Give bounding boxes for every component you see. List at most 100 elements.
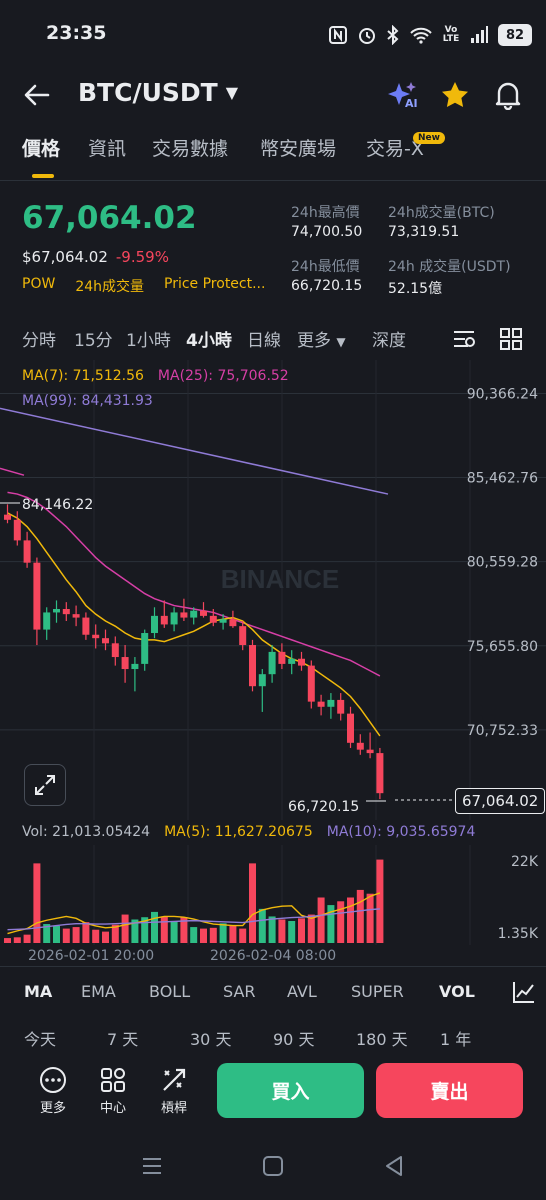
pair-name: BTC/USDT [78, 78, 218, 107]
tab-price[interactable]: 價格 [22, 138, 61, 160]
tag-24h-volume[interactable]: 24h成交量 [75, 279, 144, 295]
high-mark-label: 84,146.22 [22, 497, 93, 513]
tag-pow[interactable]: POW [22, 276, 56, 292]
nav-back-icon[interactable] [382, 1154, 406, 1178]
center-button[interactable]: 中心 [88, 1066, 138, 1116]
low-label: 24h最低價 [291, 259, 360, 275]
volume-bar [298, 918, 305, 943]
range-90d[interactable]: 90 天 [273, 1030, 315, 1049]
candle [307, 660, 315, 709]
center-grid-icon [101, 1068, 125, 1092]
low-mark-label: 66,720.15 [288, 799, 359, 815]
range-today[interactable]: 今天 [24, 1030, 57, 1049]
indicator-boll[interactable]: BOLL [149, 982, 191, 1001]
range-7d[interactable]: 7 天 [107, 1030, 139, 1049]
chart-tools-icon[interactable] [512, 980, 536, 1004]
indicator-vol[interactable]: VOL [439, 982, 475, 1001]
volume-bar [160, 916, 168, 943]
leverage-icon [163, 1068, 186, 1091]
volume-bar [102, 931, 109, 943]
volume-bar [278, 919, 286, 943]
date-tick-1: 2026-02-01 20:00 [28, 948, 155, 964]
candle [258, 669, 266, 712]
tab-trading-data[interactable]: 交易數據 [152, 138, 229, 160]
low-value: 66,720.15 [291, 278, 363, 294]
candle [141, 629, 149, 671]
nfc-icon [329, 26, 347, 44]
pair-selector[interactable]: BTC/USDT ▼ [78, 78, 238, 107]
volume-bar [347, 897, 354, 943]
date-axis: 2026-02-01 20:00 2026-02-04 08:00 [0, 946, 546, 966]
caret-down-icon: ▼ [336, 335, 346, 349]
interval-more[interactable]: 更多 ▼ [297, 326, 346, 351]
indicator-ema[interactable]: EMA [81, 982, 116, 1001]
tag-price-protect[interactable]: Price Protect... [164, 276, 266, 292]
candle [347, 706, 354, 748]
volume-bar [239, 928, 247, 943]
candle [43, 607, 51, 640]
back-arrow-icon[interactable] [22, 80, 52, 110]
interval-1h[interactable]: 1小時 [126, 331, 171, 351]
volume-bar [219, 923, 227, 943]
tab-info[interactable]: 資訊 [88, 138, 127, 160]
candle [131, 657, 139, 692]
volume-bar [170, 921, 178, 943]
interval-15m[interactable]: 15分 [74, 331, 113, 351]
candle [337, 693, 345, 721]
volume-bar [200, 928, 207, 943]
indicator-ma[interactable]: MA [24, 982, 53, 1001]
bell-icon[interactable] [494, 80, 522, 110]
buy-button[interactable]: 買入 [217, 1063, 364, 1118]
candle [317, 694, 325, 716]
candle [200, 602, 207, 618]
high-label: 24h最高價 [291, 205, 360, 221]
candle [23, 531, 31, 568]
tab-binance-square[interactable]: 幣安廣場 [260, 138, 337, 160]
candle [102, 629, 109, 651]
battery-level: 82 [505, 27, 525, 43]
range-1y[interactable]: 1 年 [440, 1030, 472, 1049]
price-chart[interactable]: BINANCE 90,366.24 85,462.76 80,559.28 75,65… [0, 360, 546, 820]
fullscreen-button[interactable] [24, 764, 66, 806]
more-button[interactable]: 更多 [28, 1066, 78, 1116]
interval-bar: 分時 15分 1小時 4小時 日線 更多 ▼ 深度 [0, 326, 546, 356]
candle [229, 610, 237, 628]
range-30d[interactable]: 30 天 [190, 1030, 232, 1049]
indicator-settings-icon[interactable] [452, 328, 476, 350]
range-180d[interactable]: 180 天 [356, 1030, 408, 1049]
interval-depth[interactable]: 深度 [372, 331, 406, 351]
candle [219, 614, 227, 630]
volume-chart[interactable]: 22K 1.35K [0, 845, 546, 945]
high-value: 74,700.50 [291, 224, 363, 240]
candle [268, 645, 276, 683]
volume-bar [366, 893, 374, 943]
volume-bar [288, 921, 296, 943]
leverage-button[interactable]: 槓桿 [149, 1066, 199, 1116]
volume-bar [62, 928, 70, 943]
volume-bar [23, 934, 31, 943]
volume-bar [111, 924, 119, 943]
center-label: 中心 [99, 1101, 126, 1116]
sell-button[interactable]: 賣出 [376, 1063, 523, 1118]
volume-bars [4, 859, 384, 943]
interval-4h[interactable]: 4小時 [186, 331, 232, 351]
home-icon[interactable] [261, 1154, 285, 1178]
indicator-avl[interactable]: AVL [287, 982, 317, 1001]
recent-apps-icon[interactable] [140, 1154, 164, 1178]
vol-btc-value: 73,319.51 [388, 224, 460, 240]
volume-bar [141, 917, 149, 943]
indicator-super[interactable]: SUPER [351, 982, 404, 1001]
volume-bar [151, 911, 158, 943]
volume-bar [337, 901, 345, 943]
indicator-sar[interactable]: SAR [223, 982, 256, 1001]
candle [180, 598, 188, 622]
tab-trade-x[interactable]: 交易-X [366, 138, 424, 160]
vol-legend: Vol: 21,013.05424 MA(5): 11,627.20675 MA… [22, 824, 475, 840]
interval-time[interactable]: 分時 [22, 331, 56, 351]
star-favorite-icon[interactable] [440, 80, 470, 110]
interval-1d[interactable]: 日線 [247, 331, 281, 351]
ai-sparkle-icon[interactable]: AI [386, 80, 420, 112]
volume-bar [131, 919, 139, 943]
volume-bar [82, 922, 90, 943]
grid-layout-icon[interactable] [500, 328, 522, 350]
